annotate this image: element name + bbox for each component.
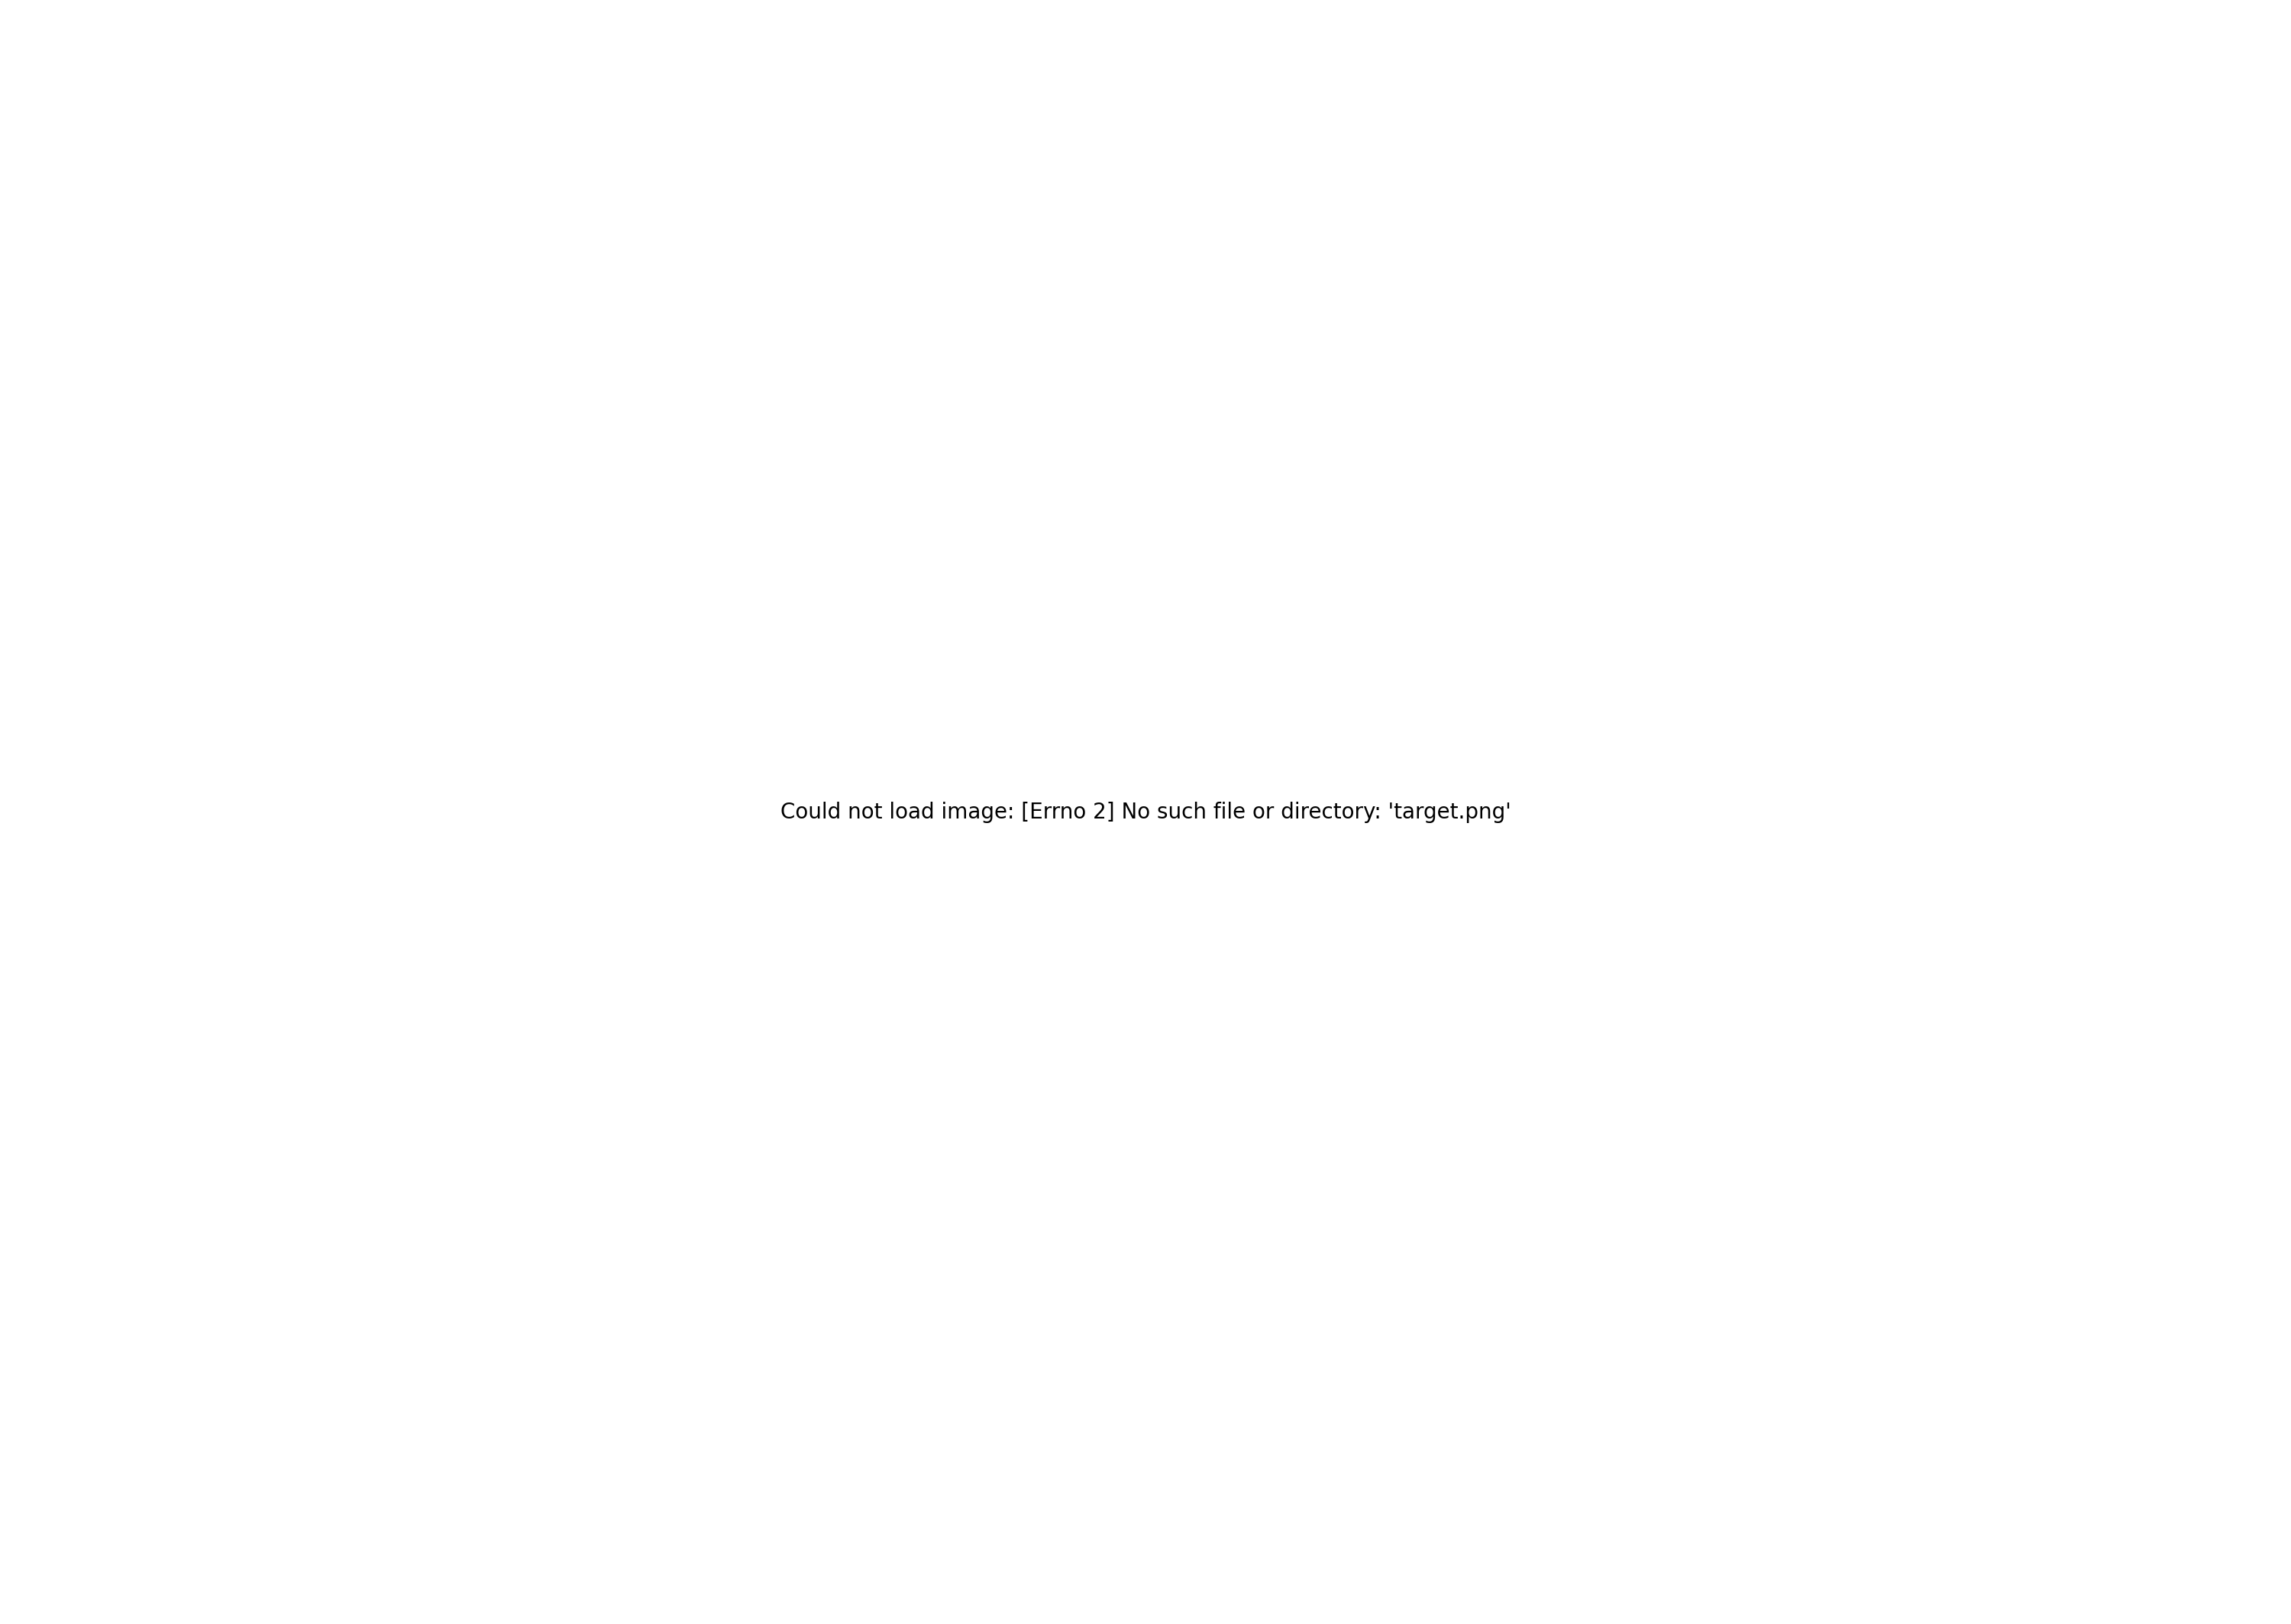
Text: Could not load image: [Errno 2] No such file or directory: 'target.png': Could not load image: [Errno 2] No such … <box>781 801 1510 823</box>
